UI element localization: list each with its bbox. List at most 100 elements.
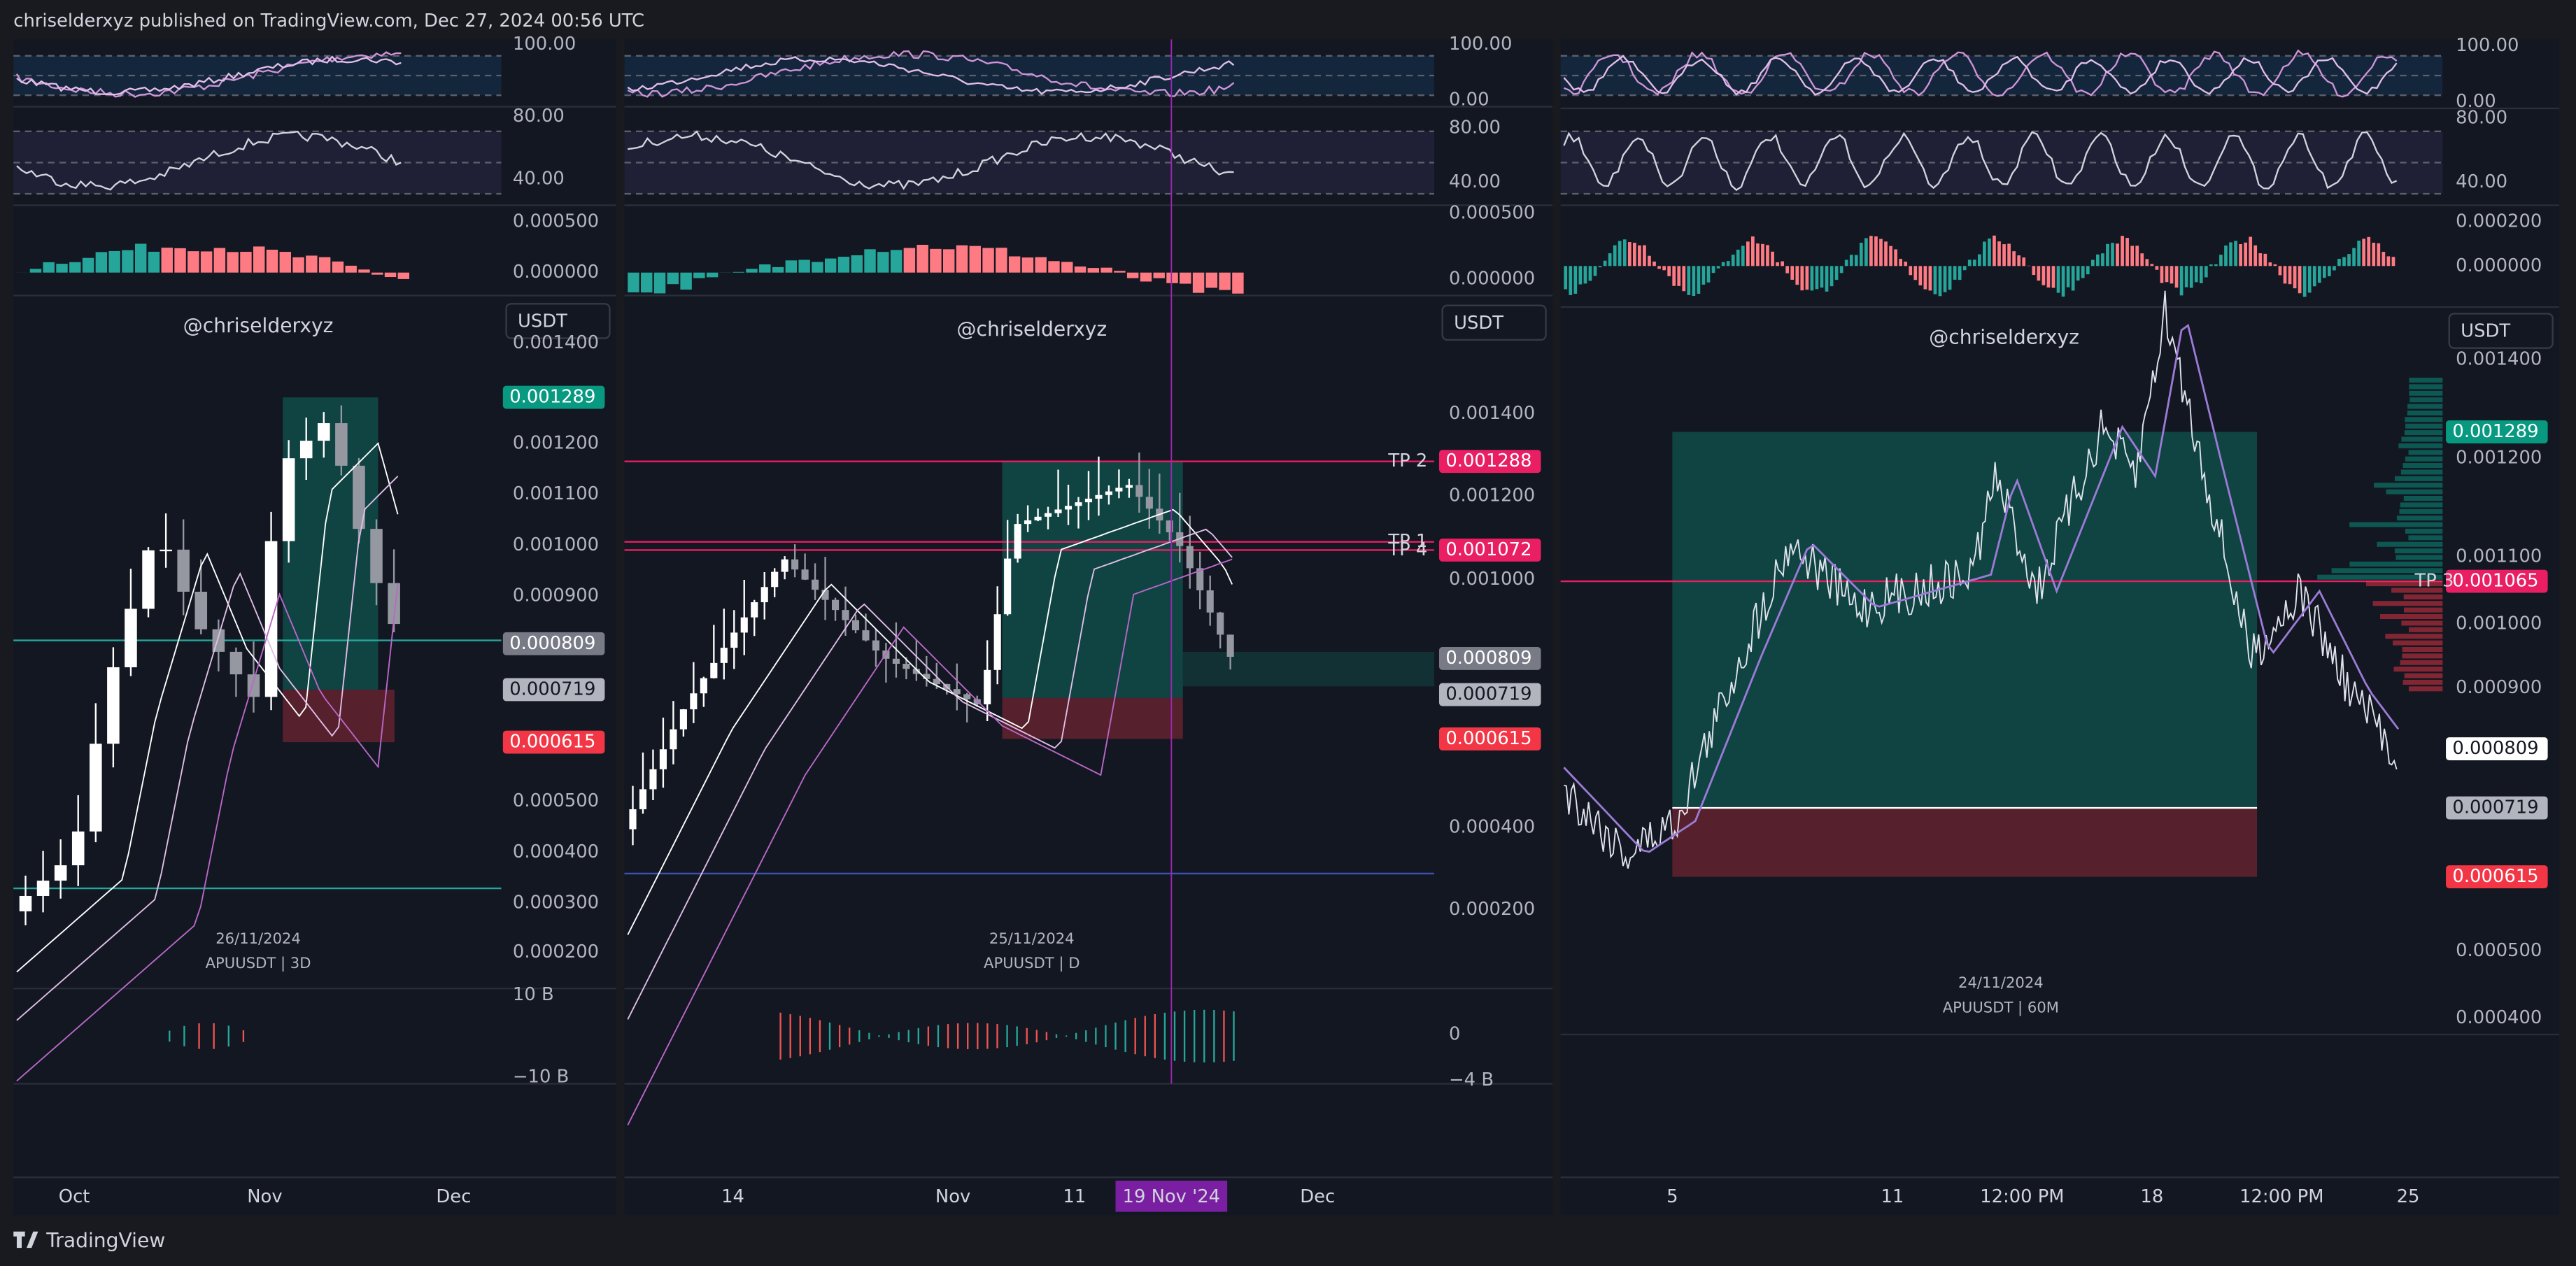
price-badge-label: 0.001288 — [1445, 450, 1531, 471]
volume-profile — [2394, 548, 2443, 554]
price-badge-label: 0.000615 — [509, 732, 595, 753]
time-label: 12:00 PM — [2239, 1186, 2323, 1207]
panel-bg — [1560, 39, 2560, 1216]
candle-body — [760, 587, 768, 602]
currency-label: USDT — [1454, 313, 1503, 334]
macd-bar — [2056, 266, 2060, 293]
macd-bar — [772, 266, 784, 273]
price-badge — [2446, 420, 2548, 443]
volume-profile — [2404, 673, 2443, 678]
candle-body — [670, 729, 677, 750]
time-highlight — [1115, 1180, 1228, 1212]
currency-label: USDT — [2461, 321, 2510, 342]
macd-bar — [2347, 254, 2351, 266]
price-badge-label: 0.001289 — [2452, 421, 2538, 442]
macd-bar — [2174, 266, 2179, 288]
volume-profile — [2400, 469, 2443, 475]
candle-body — [1217, 612, 1224, 635]
macd-bar — [1967, 259, 1972, 266]
volume-profile — [2409, 627, 2443, 632]
macd-bar — [733, 271, 744, 273]
macd-bar — [2342, 257, 2346, 266]
time-label: 25 — [2397, 1186, 2420, 1207]
macd-bar — [2352, 248, 2356, 266]
candle-body — [229, 651, 243, 675]
macd-bar — [148, 251, 160, 273]
price-badge-label: 0.000719 — [509, 678, 595, 699]
chart-symbol: APUUSDT | D — [984, 954, 1080, 972]
volume-profile — [2393, 667, 2443, 672]
macd-bar — [200, 251, 213, 273]
macd-bar — [2307, 266, 2312, 293]
macd-bar — [2194, 266, 2198, 283]
macd-bar — [1756, 243, 1760, 266]
macd-bar — [1933, 266, 1937, 294]
candle-body — [90, 744, 102, 832]
candle-body — [771, 571, 779, 588]
macd-bar — [2116, 243, 2119, 266]
time-label: Nov — [935, 1186, 970, 1207]
macd-bar — [798, 259, 810, 273]
oscillator-line — [1563, 49, 2398, 98]
candle-body — [730, 632, 738, 648]
price-tick-label: 0.000200 — [513, 941, 599, 962]
macd-bar — [1795, 266, 1799, 285]
candle-body — [973, 699, 981, 704]
macd-bar — [667, 272, 679, 285]
macd-bar — [1140, 272, 1152, 282]
macd-bar — [279, 252, 292, 273]
candle-body — [912, 669, 920, 674]
macd-bar — [266, 249, 278, 273]
chart-date: 24/11/2024 — [1958, 974, 2044, 991]
macd-bar — [2362, 239, 2366, 266]
macd-bar — [2135, 246, 2139, 266]
macd-bar — [1569, 266, 1573, 295]
position-zone — [1002, 461, 1183, 698]
candle-body — [923, 674, 930, 679]
volume-profile — [2331, 568, 2443, 574]
macd-bar — [1035, 257, 1047, 273]
macd-bar — [917, 244, 928, 273]
time-label: 12:00 PM — [1980, 1186, 2064, 1207]
macd-bar — [1048, 261, 1060, 273]
macd-bar — [785, 260, 798, 273]
watermark: @chriselderxyz — [183, 314, 334, 337]
osc-tick-label: 0.000000 — [2456, 255, 2542, 276]
macd-bar — [2184, 266, 2188, 287]
macd-bar — [2317, 266, 2321, 283]
macd-bar — [1632, 243, 1636, 266]
macd-bar — [2293, 266, 2297, 289]
macd-bar — [1830, 266, 1834, 287]
candle-body — [720, 648, 728, 663]
moving-average — [627, 508, 1233, 935]
macd-bar — [122, 250, 134, 273]
candle-body — [1095, 495, 1103, 499]
price-badge-label: 0.001065 — [2452, 571, 2538, 592]
candle-body — [1125, 485, 1133, 488]
macd-bar — [1781, 261, 1784, 266]
macd-bar — [1618, 241, 1622, 266]
osc-tick-label: 100.00 — [2456, 35, 2519, 56]
macd-bar — [1643, 245, 1646, 266]
osc-tick-label: 0.000500 — [513, 211, 599, 232]
macd-bar — [69, 262, 81, 273]
volume-profile — [2377, 541, 2443, 547]
macd-bar — [1114, 271, 1126, 273]
candle-body — [1196, 568, 1204, 591]
currency-box — [1441, 304, 1547, 341]
macd-bar — [864, 249, 876, 273]
macd-bar — [2219, 255, 2223, 266]
macd-bar — [2268, 262, 2272, 266]
candle-body — [993, 614, 1001, 670]
candle-body — [831, 599, 840, 611]
macd-bar — [1588, 266, 1592, 281]
price-tick-label: 0.001400 — [1449, 403, 1535, 424]
macd-bar — [2017, 255, 2021, 266]
macd-bar — [1943, 266, 1947, 292]
macd-bar — [1953, 266, 1957, 280]
price-badge-label: 0.000719 — [2452, 797, 2538, 818]
publish-header: chriselderxyz published on TradingView.c… — [13, 10, 644, 31]
macd-bar — [2150, 264, 2154, 266]
candle-body — [1105, 491, 1112, 495]
